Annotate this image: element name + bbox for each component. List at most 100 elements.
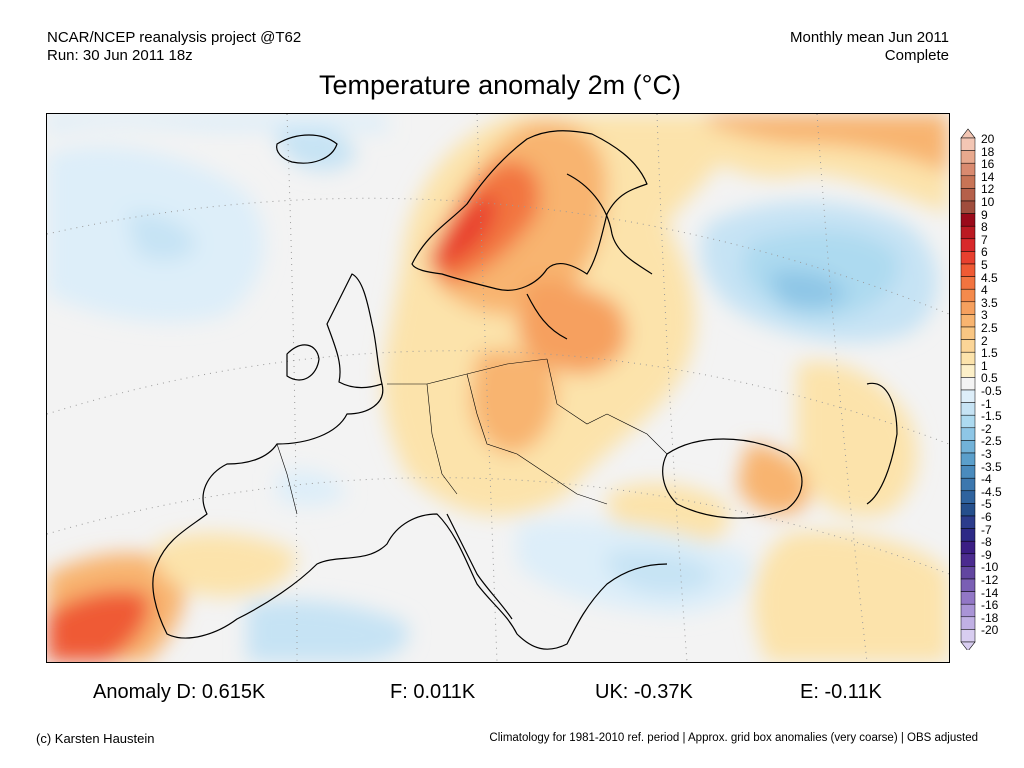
colorbar-swatch bbox=[960, 150, 976, 164]
colorbar-tick-label: 2 bbox=[981, 333, 988, 348]
colorbar-swatch bbox=[960, 276, 976, 290]
country-anomalies: Anomaly D: 0.615K F: 0.011K UK: -0.37K E… bbox=[0, 681, 1024, 707]
colorbar-swatch bbox=[960, 402, 976, 416]
graticule bbox=[47, 114, 949, 662]
colorbar-tick-label: -4.5 bbox=[981, 484, 1002, 499]
colorbar-tick-label: 0.5 bbox=[981, 371, 998, 386]
colorbar-tick-label: -12 bbox=[981, 573, 999, 587]
colorbar-tick-label: 14 bbox=[981, 169, 995, 184]
colorbar bbox=[960, 128, 976, 650]
project-label: NCAR/NCEP reanalysis project @T62 bbox=[47, 29, 302, 46]
colorbar-swatch bbox=[960, 389, 976, 403]
colorbar-swatch bbox=[960, 288, 976, 303]
colorbar-tick-label: 18 bbox=[981, 144, 995, 159]
colorbar-swatch bbox=[960, 364, 976, 378]
colorbar-swatch bbox=[960, 314, 976, 328]
map-title: Temperature anomaly 2m (°C) bbox=[319, 70, 681, 100]
period-label: Monthly mean Jun 2011 bbox=[790, 29, 949, 46]
colorbar-tick-label: -8 bbox=[981, 535, 992, 550]
colorbar-swatch bbox=[960, 452, 976, 466]
colorbar-top-arrow bbox=[960, 128, 976, 139]
colorbar-swatch bbox=[960, 477, 976, 492]
colorbar-swatch bbox=[960, 414, 976, 429]
colorbar-swatch bbox=[960, 616, 976, 630]
copyright: (c) Karsten Haustein bbox=[36, 731, 155, 746]
colorbar-swatch bbox=[960, 162, 976, 177]
status-label: Complete bbox=[884, 47, 949, 64]
colorbar-swatch bbox=[960, 301, 976, 315]
colorbar-tick-label: -1.5 bbox=[981, 409, 1002, 424]
colorbar-tick-label: -7 bbox=[981, 522, 992, 537]
colorbar-swatch bbox=[960, 137, 976, 151]
colorbar-swatch bbox=[960, 440, 976, 454]
colorbar-swatch bbox=[960, 377, 976, 391]
colorbar-swatch bbox=[960, 225, 976, 240]
footer-note: Climatology for 1981-2010 ref. period | … bbox=[489, 732, 978, 744]
colorbar-tick-label: -16 bbox=[981, 598, 999, 613]
colorbar-tick-label: 10 bbox=[981, 195, 995, 209]
colorbar-swatch bbox=[960, 213, 976, 227]
colorbar-tick-label: 4 bbox=[981, 283, 988, 298]
colorbar-swatch bbox=[960, 238, 976, 252]
colorbar-swatch bbox=[960, 427, 976, 441]
anomaly-map bbox=[46, 113, 950, 663]
colorbar-tick-label: -2.5 bbox=[981, 434, 1002, 449]
colorbar-tick-label: 1.5 bbox=[981, 346, 998, 361]
colorbar-swatch bbox=[960, 339, 976, 353]
colorbar-tick-label: 16 bbox=[981, 157, 995, 172]
colorbar-tick-label: 7 bbox=[981, 232, 988, 247]
colorbar-tick-label: -3 bbox=[981, 447, 992, 461]
colorbar-tick-label: -14 bbox=[981, 585, 999, 600]
germany-anomaly: Anomaly D: 0.615K bbox=[93, 681, 266, 703]
anomaly-field bbox=[47, 114, 949, 662]
colorbar-tick-label: 6 bbox=[981, 245, 988, 260]
colorbar-tick-label: -0.5 bbox=[981, 384, 1002, 398]
coastlines bbox=[152, 130, 898, 650]
colorbar-swatch bbox=[960, 515, 976, 529]
spain-anomaly: E: -0.11K bbox=[800, 681, 882, 703]
colorbar-tick-label: 8 bbox=[981, 220, 988, 235]
colorbar-tick-label: 1 bbox=[981, 358, 988, 373]
colorbar-swatch bbox=[960, 490, 976, 504]
colorbar-tick-label: -20 bbox=[981, 623, 999, 638]
header-left: NCAR/NCEP reanalysis project @T62 Run: 3… bbox=[47, 29, 301, 65]
borders bbox=[276, 358, 668, 515]
colorbar-swatch bbox=[960, 188, 976, 202]
colorbar-swatch bbox=[960, 351, 976, 366]
france-anomaly: F: 0.011K bbox=[390, 681, 476, 703]
colorbar-tick-label: 4.5 bbox=[981, 270, 998, 285]
colorbar-swatch bbox=[960, 603, 976, 618]
colorbar-swatch bbox=[960, 503, 976, 517]
colorbar-tick-label: 9 bbox=[981, 207, 988, 222]
colorbar-tick-label: -2 bbox=[981, 421, 992, 436]
colorbar-tick-label: 20 bbox=[981, 132, 995, 146]
colorbar-swatch bbox=[960, 629, 976, 643]
colorbar-swatch bbox=[960, 326, 976, 340]
colorbar-swatch bbox=[960, 553, 976, 567]
colorbar-swatch bbox=[960, 175, 976, 189]
colorbar-tick-label: -18 bbox=[981, 610, 999, 625]
colorbar-swatch bbox=[960, 540, 976, 555]
colorbar-tick-label: -3.5 bbox=[981, 459, 1002, 474]
colorbar-bottom-arrow bbox=[960, 641, 976, 650]
colorbar-tick-label: -10 bbox=[981, 560, 999, 575]
colorbar-swatch bbox=[960, 263, 976, 277]
colorbar-swatch bbox=[960, 528, 976, 542]
colorbar-tick-label: 3.5 bbox=[981, 295, 998, 310]
colorbar-tick-label: -5 bbox=[981, 497, 992, 512]
colorbar-tick-label: 3 bbox=[981, 308, 988, 323]
run-label: Run: 30 Jun 2011 18z bbox=[47, 47, 193, 64]
colorbar-tick-label: -9 bbox=[981, 547, 992, 562]
colorbar-swatch bbox=[960, 591, 976, 605]
colorbar-swatch bbox=[960, 578, 976, 592]
colorbar-tick-label: 12 bbox=[981, 182, 995, 197]
colorbar-tick-label: 2.5 bbox=[981, 321, 998, 335]
header-right: Monthly mean Jun 2011 Complete bbox=[790, 29, 949, 65]
colorbar-swatch bbox=[960, 200, 976, 214]
uk-anomaly: UK: -0.37K bbox=[595, 681, 693, 703]
colorbar-swatch bbox=[960, 465, 976, 479]
colorbar-tick-label: -4 bbox=[981, 472, 992, 487]
colorbar-swatch bbox=[960, 566, 976, 580]
colorbar-tick-label: -1 bbox=[981, 396, 992, 411]
colorbar-swatch bbox=[960, 251, 976, 265]
